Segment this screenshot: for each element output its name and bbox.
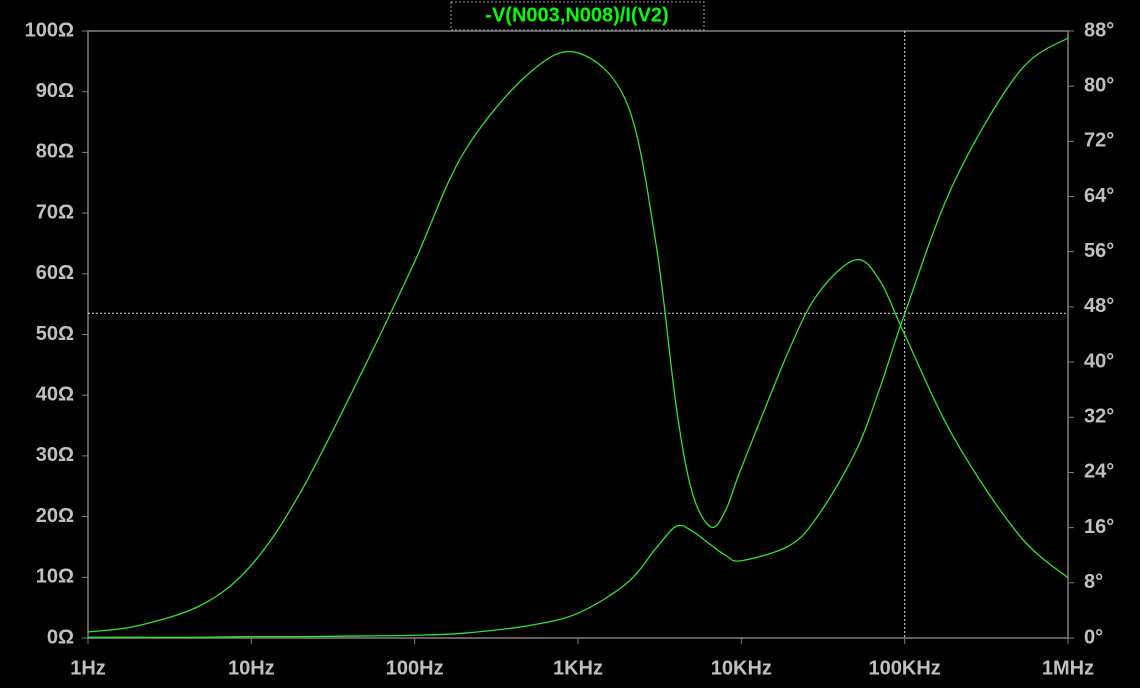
y2-tick-label: 64° [1084, 185, 1114, 207]
chart-title: -V(N003,N008)/I(V2) [485, 4, 668, 26]
y2-tick-label: 56° [1084, 240, 1114, 262]
y2-tick-label: 72° [1084, 130, 1114, 152]
y-tick-label: 80Ω [36, 141, 74, 163]
y-tick-label: 60Ω [36, 262, 74, 284]
line-series [88, 37, 1069, 639]
x-tick-label: 10Hz [228, 657, 275, 679]
y2-tick-label: 8° [1084, 571, 1103, 593]
y2-tick-label: 48° [1084, 295, 1114, 317]
y-tick-label: 10Ω [36, 566, 74, 588]
y-tick-label: 100Ω [25, 19, 74, 41]
y2-tick-label: 16° [1084, 516, 1114, 538]
y-tick-label: 20Ω [36, 505, 74, 527]
line-series [87, 50, 1069, 633]
y2-tick-label: 24° [1084, 461, 1114, 483]
title-box [450, 1, 705, 31]
y2-tick-label: 40° [1084, 350, 1114, 372]
y2-tick-label: 0° [1084, 626, 1103, 648]
x-tick-label: 100KHz [869, 657, 941, 679]
x-tick-label: 100Hz [386, 657, 444, 679]
y2-tick-label: 80° [1084, 74, 1114, 96]
y-tick-label: 90Ω [36, 80, 74, 102]
y-tick-label: 0Ω [47, 626, 74, 648]
x-tick-label: 1MHz [1042, 657, 1094, 679]
x-tick-label: 10KHz [711, 657, 772, 679]
y2-tick-label: 88° [1084, 19, 1114, 41]
y-tick-label: 50Ω [36, 323, 74, 345]
y-tick-label: 30Ω [36, 444, 74, 466]
y2-tick-label: 32° [1084, 406, 1114, 428]
x-tick-label: 1KHz [553, 657, 603, 679]
x-tick-label: 1Hz [70, 657, 106, 679]
y-tick-label: 40Ω [36, 383, 74, 405]
y-tick-label: 70Ω [36, 201, 74, 223]
